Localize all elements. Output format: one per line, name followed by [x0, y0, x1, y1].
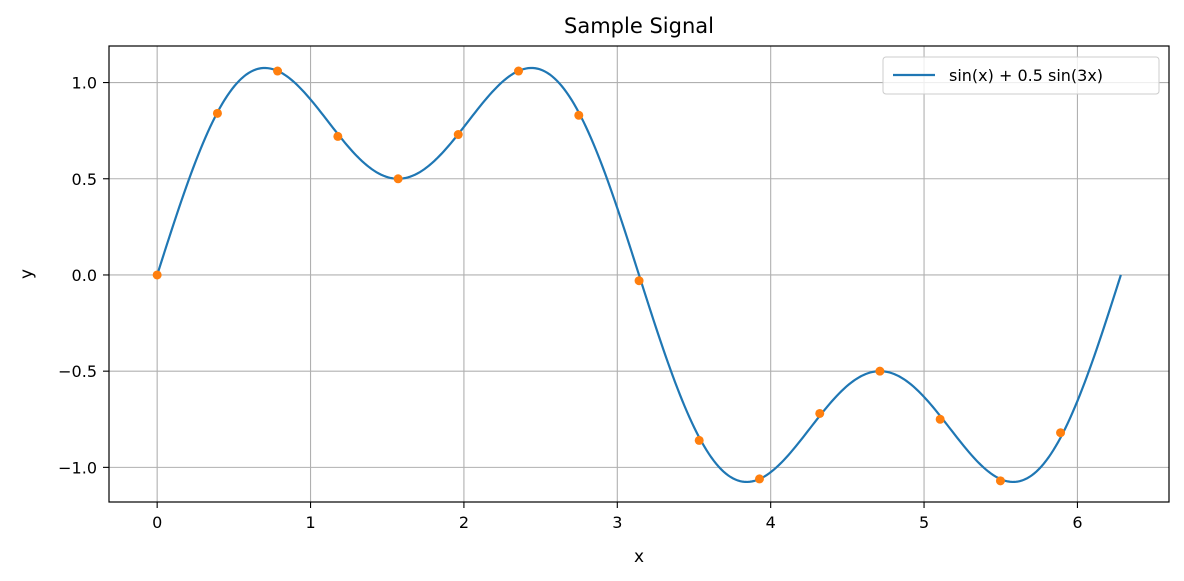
y-tick-label: −1.0: [58, 458, 97, 477]
sample-point: [514, 66, 524, 76]
sample-point: [634, 276, 644, 286]
chart-title: Sample Signal: [564, 14, 714, 38]
sample-point: [212, 108, 222, 118]
sample-point: [935, 414, 945, 424]
sample-point: [333, 131, 343, 141]
x-tick-label: 2: [459, 513, 469, 532]
y-tick-label: 0.5: [72, 170, 97, 189]
sample-point: [875, 366, 885, 376]
y-tick-label: 1.0: [72, 74, 97, 93]
x-tick-label: 1: [305, 513, 315, 532]
points-layer: [152, 66, 1066, 486]
x-tick-label: 0: [152, 513, 162, 532]
y-axis-label: y: [17, 269, 37, 279]
curve-layer: [156, 66, 1122, 484]
legend-label: sin(x) + 0.5 sin(3x): [949, 66, 1103, 85]
sample-point: [754, 474, 764, 484]
legend-box: [882, 56, 1160, 95]
x-tick-label: 4: [766, 513, 776, 532]
signal-line: [156, 66, 1122, 484]
y-tick-label: −0.5: [58, 362, 97, 381]
sample-point: [453, 130, 463, 140]
sample-point: [995, 476, 1005, 486]
x-tick-label: 3: [612, 513, 622, 532]
sample-point: [574, 110, 584, 120]
sample-point: [815, 408, 825, 418]
sample-point: [152, 270, 162, 280]
sample-point: [393, 174, 403, 184]
x-tick-label: 6: [1072, 513, 1082, 532]
y-tick-label: 0.0: [72, 266, 97, 285]
sample-point: [694, 435, 704, 445]
x-axis-label: x: [634, 547, 644, 567]
sample-point: [1056, 428, 1066, 438]
sample-point: [273, 66, 283, 76]
ticks: 0 1 2 3 4 5 6 −1.0 −0.5 0.0 0.5 1.0: [58, 74, 1082, 532]
x-tick-label: 5: [919, 513, 929, 532]
plot-frame: [108, 45, 1170, 503]
legend: sin(x) + 0.5 sin(3x): [882, 56, 1160, 95]
